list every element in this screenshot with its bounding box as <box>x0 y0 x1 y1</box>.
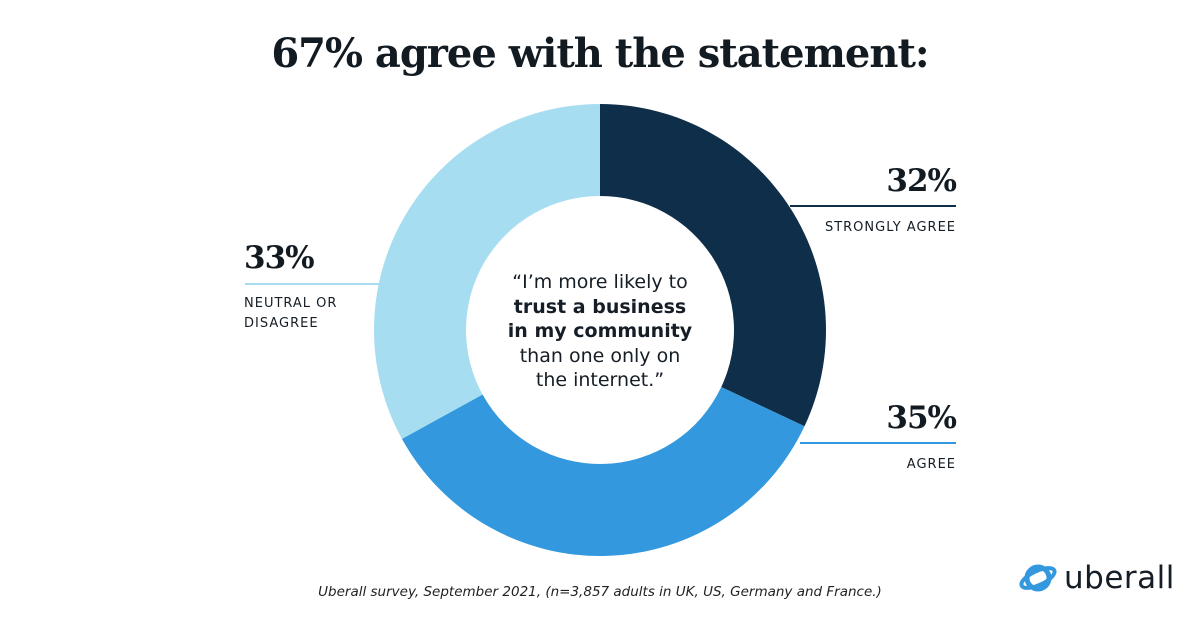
donut-slice-neutral <box>373 104 600 439</box>
category-label-neutral-line1: NEUTRAL OR <box>244 296 338 311</box>
value-label-neutral: 33% <box>244 240 315 276</box>
center-quote: “I’m more likely to trust a business in … <box>465 270 735 393</box>
donut-slice-strongly-agree <box>600 104 826 427</box>
chart-title: 67% agree with the statement: <box>271 30 929 77</box>
donut-slice-agree <box>401 387 805 556</box>
value-label-strongly-agree: 32% <box>886 163 957 199</box>
category-label-neutral: NEUTRAL OR DISAGREE <box>244 294 337 334</box>
logo-text: uberall <box>1064 560 1175 596</box>
quote-line-4: than one only on <box>519 344 681 367</box>
uberall-logo: uberall <box>1018 560 1175 596</box>
category-label-strongly-agree: STRONGLY AGREE <box>824 220 956 235</box>
source-note: Uberall survey, September 2021, (n=3,857… <box>318 584 882 600</box>
planet-icon <box>1019 564 1057 592</box>
category-label-neutral-line2: DISAGREE <box>244 316 319 331</box>
category-label-agree: AGREE <box>906 457 956 472</box>
value-label-agree: 35% <box>886 400 957 436</box>
quote-line-2: trust a business <box>513 295 687 318</box>
quote-line-1: “I’m more likely to <box>512 271 688 293</box>
quote-line-5: the internet.” <box>535 369 665 391</box>
quote-line-3: in my community <box>507 320 693 342</box>
